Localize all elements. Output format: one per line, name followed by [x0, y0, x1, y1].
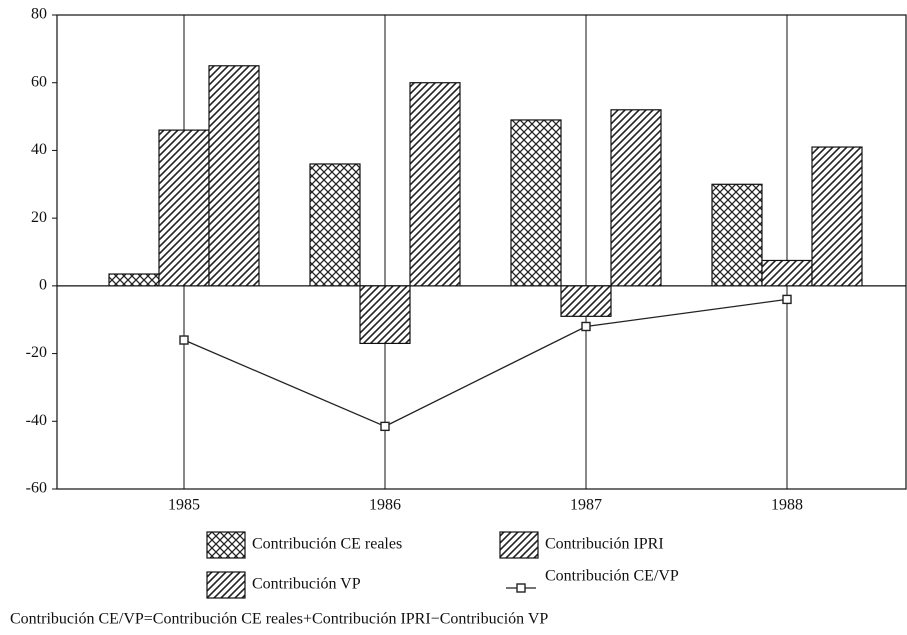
- line-marker: [179, 335, 189, 345]
- line-marker: [782, 294, 792, 305]
- bar: [811, 146, 863, 287]
- bar: [208, 65, 260, 287]
- x-tick-label: 1985: [168, 497, 200, 514]
- y-tick-label: 0: [39, 277, 47, 294]
- x-tick-label: 1986: [369, 497, 401, 514]
- bar: [711, 183, 763, 287]
- note: Contribución CE/VP=Contribución CE reale…: [10, 611, 548, 628]
- y-tick-label: 40: [31, 141, 47, 158]
- y-tick-label: -20: [26, 344, 47, 361]
- y-tick-label: 80: [31, 6, 47, 23]
- legend-label: Contribución CE reales: [252, 536, 402, 553]
- line-marker: [380, 421, 390, 432]
- line: [183, 298, 788, 428]
- bar: [610, 109, 662, 287]
- bar: [309, 163, 361, 287]
- legend-label: Contribución CE/VP: [545, 568, 679, 585]
- bar: [510, 119, 562, 287]
- y-tick-label: 60: [31, 73, 47, 90]
- bar: [359, 285, 411, 345]
- y-tick-label: 20: [31, 209, 47, 226]
- x-tick-label: 1988: [771, 497, 803, 514]
- legend-label: Contribución VP: [252, 576, 361, 593]
- bar: [761, 259, 813, 287]
- bar: [108, 273, 160, 287]
- bar: [560, 285, 612, 317]
- bar: [158, 129, 210, 287]
- legend-marker: [516, 583, 526, 593]
- legend-label: Contribución IPRI: [545, 536, 664, 553]
- x-tick-label: 1987: [570, 497, 602, 514]
- plot-frame: [56, 14, 907, 490]
- y-tick-label: -40: [26, 412, 47, 429]
- line-marker: [581, 321, 591, 332]
- legend-swatch: [499, 531, 539, 559]
- legend-swatch: [206, 571, 246, 599]
- legend-swatch: [206, 531, 246, 559]
- bar: [409, 82, 461, 287]
- y-tick-label: -60: [26, 480, 47, 497]
